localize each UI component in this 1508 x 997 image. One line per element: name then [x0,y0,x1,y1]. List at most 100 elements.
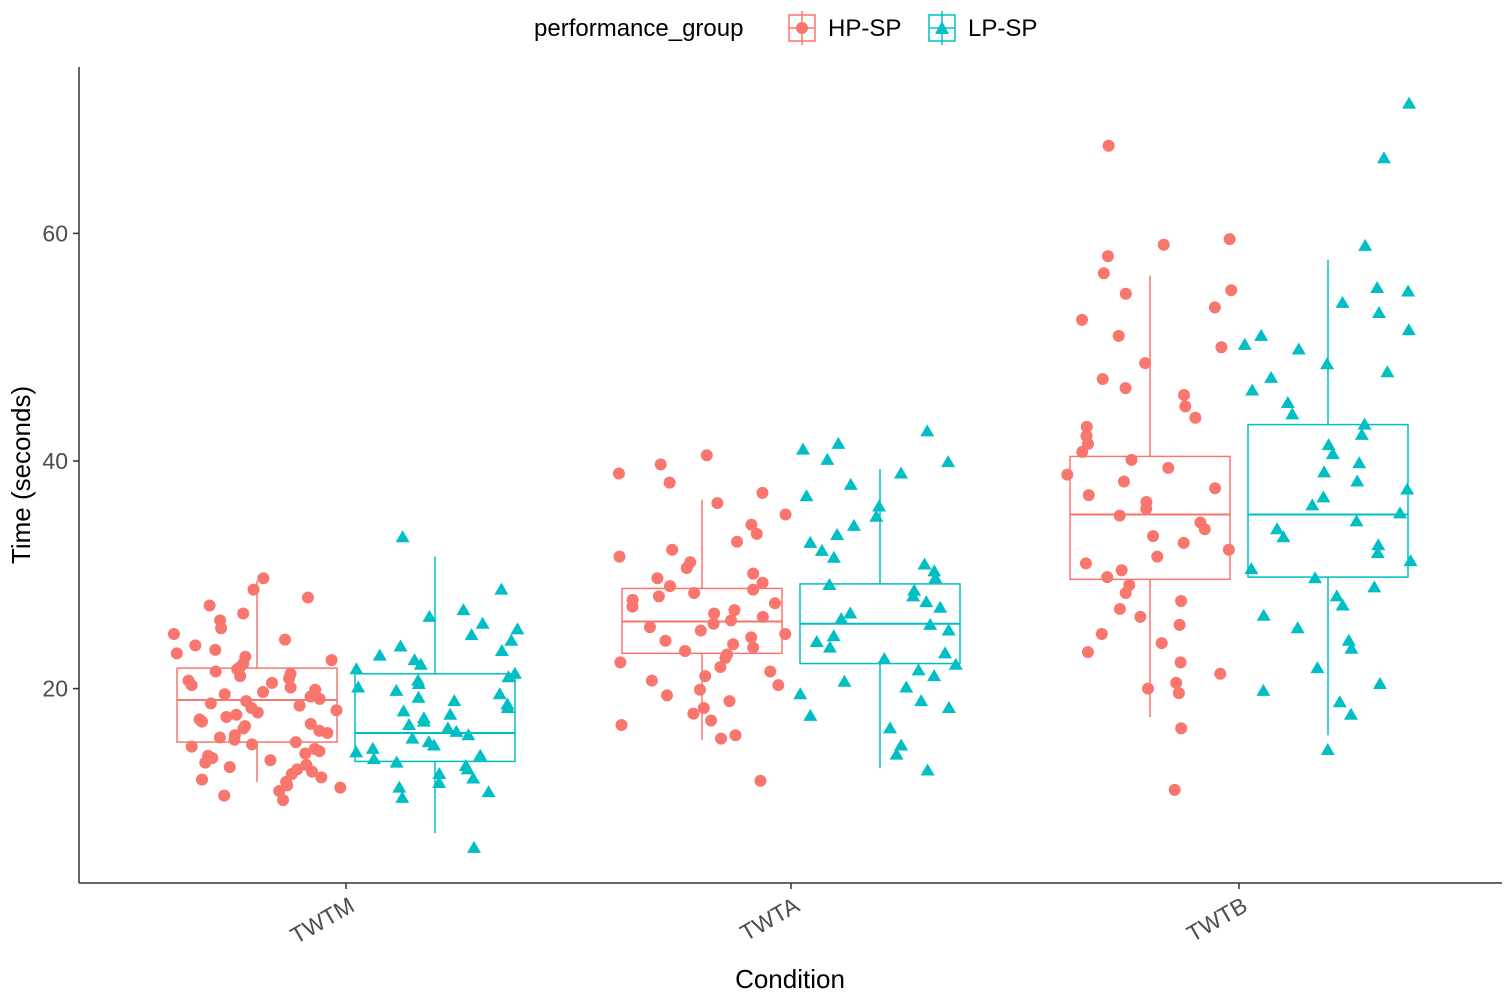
data-point [917,557,932,570]
data-point [1102,139,1115,152]
data-point [389,755,404,768]
data-point [203,599,216,612]
data-point [843,477,858,490]
data-point [1112,329,1125,342]
x-tick-label: TWTA [736,891,805,946]
data-point [411,690,426,703]
data-point [831,436,846,449]
data-point [643,621,656,634]
y-axis-ticks: 20 40 60 [42,220,79,702]
data-point [1168,783,1181,796]
data-point [626,593,639,606]
data-point [277,794,290,807]
data-point [209,665,222,678]
data-point [1096,373,1109,386]
data-point [846,518,861,531]
data-point [1151,550,1164,563]
data-point [443,707,458,720]
data-point [877,652,892,665]
data-point [663,476,676,489]
data-point [501,670,516,683]
data-point [1140,495,1153,508]
data-point [822,640,837,653]
data-point [416,711,431,724]
data-point [264,754,277,767]
data-point [393,639,408,652]
x-axis-title: Condition [735,964,845,994]
data-point [1208,301,1221,314]
data-point [1370,281,1385,294]
legend-key-lp-sp [928,11,956,45]
data-point [714,660,727,673]
data-point [1270,522,1285,535]
data-point [1370,546,1385,559]
data-point [837,674,852,687]
data-point [1175,722,1188,735]
data-point [1170,676,1183,689]
data-point [756,576,769,589]
data-point [1115,564,1128,577]
data-point [731,535,744,548]
data-point [1276,530,1291,543]
data-point [694,624,707,637]
data-point [1189,411,1202,424]
data-point [1317,465,1332,478]
data-point [1119,287,1132,300]
data-point [209,643,222,656]
data-point [799,489,814,502]
data-point [309,683,322,696]
data-point [747,567,760,580]
data-point [304,717,317,730]
data-point [1101,571,1114,584]
data-point [914,694,929,707]
data-point [907,583,922,596]
data-point [1134,610,1147,623]
data-point [1376,151,1391,164]
data-point [927,564,942,577]
data-point [1079,557,1092,570]
data-point [458,758,473,771]
data-point [1280,395,1295,408]
x-axis-ticks: TWTM TWTA TWTB [286,883,1252,949]
data-point [413,657,428,670]
data-point [447,694,462,707]
data-point [240,695,253,708]
data-point [265,676,278,689]
data-point [1291,342,1306,355]
data-point [1349,514,1364,527]
data-point [1320,357,1335,370]
x-tick-label: TWTB [1182,892,1251,947]
data-point [1400,482,1415,495]
data-point [826,550,841,563]
data-point [729,729,742,742]
data-point [193,713,206,726]
data-point [421,735,436,748]
data-point [1372,306,1387,319]
data-point [299,747,312,760]
data-point [941,455,956,468]
data-point [334,781,347,794]
data-point [170,647,183,660]
data-point [291,763,304,776]
data-point [659,634,672,647]
data-point [464,628,479,641]
x-tick-label: TWTM [286,892,359,949]
data-point [1329,589,1344,602]
data-point [948,657,963,670]
data-point [1401,323,1416,336]
data-point [349,662,364,675]
data-point [325,654,338,667]
data-point [366,752,381,765]
data-point [1157,238,1170,251]
data-point [1325,447,1340,460]
data-point [814,543,829,556]
data-point [1254,328,1269,341]
data-point [1095,627,1108,640]
data-point [652,590,665,603]
data-point [756,610,769,623]
data-point [475,616,490,629]
legend-label-lp-sp: LP-SP [968,15,1037,42]
data-point [1316,490,1331,503]
data-point [1142,682,1155,695]
data-point [664,580,677,593]
